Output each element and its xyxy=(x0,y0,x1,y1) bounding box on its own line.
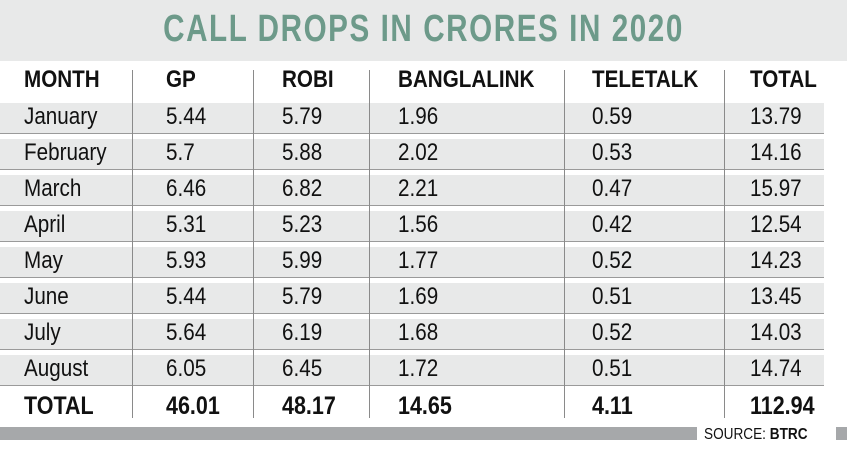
cell-month: March xyxy=(24,175,82,202)
row-divider xyxy=(0,241,824,242)
cell-total: 13.45 xyxy=(750,283,802,310)
cell-teletalk: 0.53 xyxy=(592,139,633,166)
source-value: BTRC xyxy=(769,426,808,443)
cell-teletalk: 0.42 xyxy=(592,211,633,238)
header-gp: GP xyxy=(166,66,196,93)
row-band xyxy=(0,175,725,206)
cell-robi: 6.82 xyxy=(282,175,323,202)
cell-teletalk: 0.51 xyxy=(592,283,633,310)
title-band xyxy=(0,0,847,61)
footer-bar xyxy=(0,427,697,440)
cell-banglalink: 2.21 xyxy=(398,175,439,202)
row-band xyxy=(0,319,725,350)
cell-banglalink: 2.02 xyxy=(398,139,439,166)
row-divider xyxy=(0,205,824,206)
row-divider xyxy=(0,313,824,314)
cell-teletalk: 0.52 xyxy=(592,319,633,346)
header-teletalk: TELETALK xyxy=(592,66,699,93)
cell-month: July xyxy=(24,319,61,346)
cell-total: 14.23 xyxy=(750,247,802,274)
column-divider xyxy=(724,70,725,418)
cell-banglalink: 1.77 xyxy=(398,247,439,274)
row-band xyxy=(0,283,725,314)
total-month: TOTAL xyxy=(24,392,94,420)
source-label: SOURCE: xyxy=(704,426,766,443)
total-banglalink: 14.65 xyxy=(398,392,452,420)
cell-gp: 5.44 xyxy=(166,103,207,130)
cell-gp: 5.31 xyxy=(166,211,207,238)
row-band-total xyxy=(725,139,824,170)
row-divider xyxy=(0,385,824,386)
row-band-total xyxy=(725,319,824,350)
row-band-total xyxy=(725,211,824,242)
cell-total: 14.03 xyxy=(750,319,802,346)
column-divider xyxy=(369,70,370,418)
cell-total: 14.74 xyxy=(750,355,802,382)
cell-gp: 6.46 xyxy=(166,175,207,202)
chart-title: CALL DROPS IN CRORES IN 2020 xyxy=(163,8,684,50)
cell-total: 13.79 xyxy=(750,103,802,130)
header-banglalink: BANGLALINK xyxy=(398,66,535,93)
row-band-total xyxy=(725,247,824,278)
source-credit: SOURCE: BTRC xyxy=(704,424,808,446)
cell-robi: 5.99 xyxy=(282,247,323,274)
cell-teletalk: 0.59 xyxy=(592,103,633,130)
row-band-total xyxy=(725,355,824,386)
cell-banglalink: 1.96 xyxy=(398,103,439,130)
cell-banglalink: 1.69 xyxy=(398,283,439,310)
cell-robi: 5.79 xyxy=(282,103,323,130)
cell-gp: 5.64 xyxy=(166,319,207,346)
cell-robi: 5.23 xyxy=(282,211,323,238)
cell-total: 12.54 xyxy=(750,211,802,238)
cell-month: January xyxy=(24,103,98,130)
cell-gp: 5.93 xyxy=(166,247,207,274)
header-month: MONTH xyxy=(24,66,100,93)
row-band-total xyxy=(725,175,824,206)
cell-robi: 6.45 xyxy=(282,355,323,382)
cell-banglalink: 1.68 xyxy=(398,319,439,346)
cell-robi: 5.79 xyxy=(282,283,323,310)
row-band xyxy=(0,355,725,386)
row-band xyxy=(0,139,725,170)
cell-teletalk: 0.51 xyxy=(592,355,633,382)
row-divider xyxy=(0,133,824,134)
total-gp: 46.01 xyxy=(166,392,220,420)
header-robi: ROBI xyxy=(282,66,334,93)
cell-total: 15.97 xyxy=(750,175,802,202)
cell-gp: 5.44 xyxy=(166,283,207,310)
row-divider xyxy=(0,169,824,170)
row-band xyxy=(0,211,725,242)
cell-teletalk: 0.52 xyxy=(592,247,633,274)
cell-banglalink: 1.56 xyxy=(398,211,439,238)
row-band xyxy=(0,247,725,278)
cell-teletalk: 0.47 xyxy=(592,175,633,202)
row-band-total xyxy=(725,103,824,134)
total-teletalk: 4.11 xyxy=(592,392,633,420)
cell-gp: 6.05 xyxy=(166,355,207,382)
cell-month: February xyxy=(24,139,107,166)
cell-month: May xyxy=(24,247,63,274)
footer-bar-end xyxy=(836,427,847,440)
row-band-total xyxy=(725,283,824,314)
cell-month: August xyxy=(24,355,89,382)
row-divider xyxy=(0,277,824,278)
total-total: 112.94 xyxy=(750,392,815,420)
cell-robi: 5.88 xyxy=(282,139,323,166)
cell-banglalink: 1.72 xyxy=(398,355,439,382)
column-divider xyxy=(132,70,133,418)
cell-month: April xyxy=(24,211,66,238)
cell-month: June xyxy=(24,283,69,310)
column-divider xyxy=(564,70,565,418)
cell-total: 14.16 xyxy=(750,139,802,166)
cell-gp: 5.7 xyxy=(166,139,195,166)
column-divider xyxy=(253,70,254,418)
header-total: TOTAL xyxy=(750,66,817,93)
row-band xyxy=(0,103,725,134)
row-divider xyxy=(0,349,824,350)
cell-robi: 6.19 xyxy=(282,319,323,346)
total-robi: 48.17 xyxy=(282,392,336,420)
